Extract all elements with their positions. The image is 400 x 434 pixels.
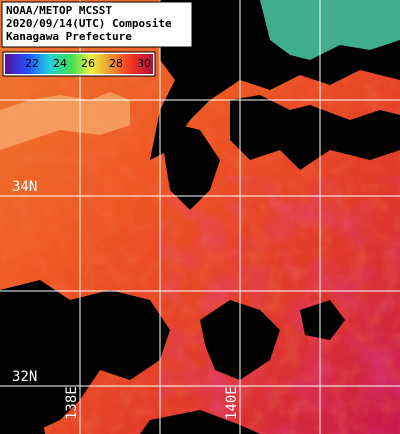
lon-label: 138E [64,386,80,420]
bay-water [0,92,130,150]
title-line: 2020/09/14(UTC) Composite [6,17,172,30]
colorbar-tick-label: 28 [109,57,123,70]
lat-label: 34N [12,179,37,195]
title-box [1,1,193,48]
title-line: Kanagawa Prefecture [6,30,132,43]
colorbar-tick-label: 24 [53,57,67,70]
colorbar-tick-label: 30 [137,57,151,70]
lon-label: 140E [224,386,240,420]
title-line: NOAA/METOP MCSST [6,4,112,17]
colorbar [5,54,153,74]
lat-label: 32N [12,369,37,385]
colorbar-tick-label: 26 [81,57,95,70]
colorbar-tick-label: 22 [25,57,39,70]
coastal-water [260,0,400,60]
